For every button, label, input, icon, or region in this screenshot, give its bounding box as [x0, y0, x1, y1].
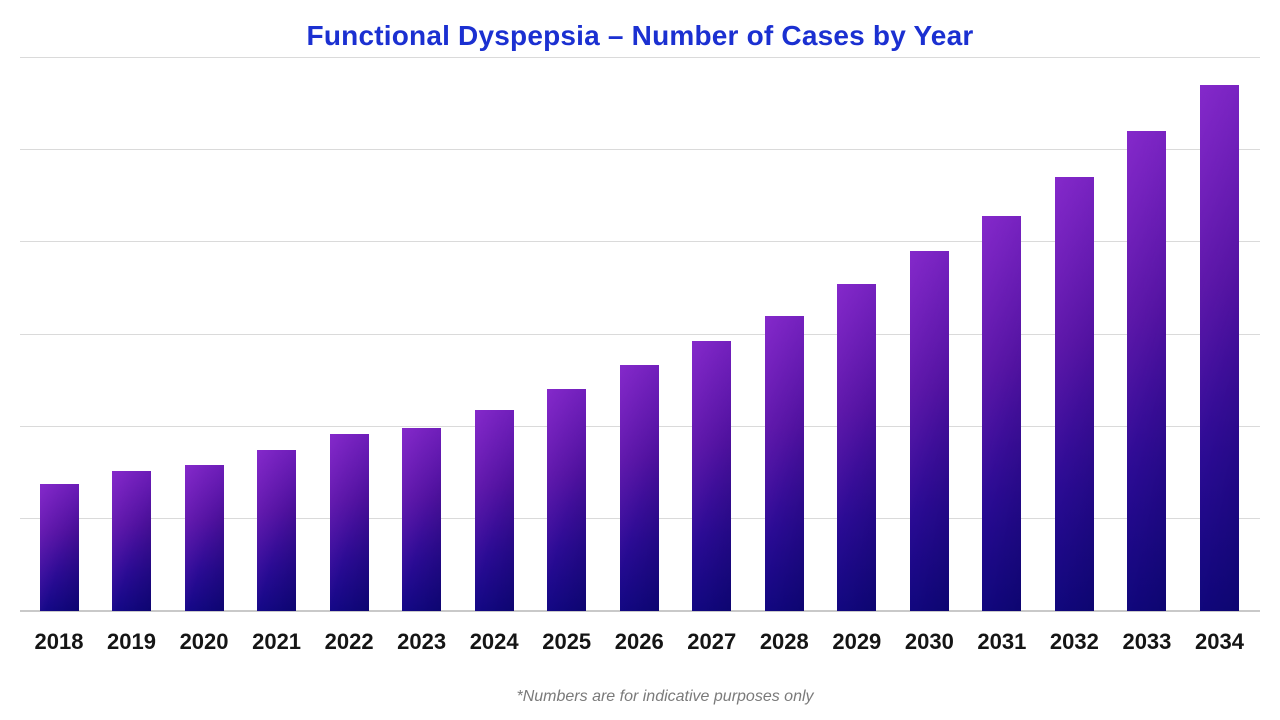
bar-2021 [257, 450, 297, 611]
x-tick-label: 2021 [252, 629, 302, 654]
plot-area [20, 56, 1260, 612]
bar-2022 [329, 433, 369, 611]
bar-2020 [184, 465, 224, 611]
x-tick-label: 2022 [324, 629, 374, 654]
x-tick-label: 2031 [977, 629, 1027, 654]
bar-2034 [1199, 84, 1239, 611]
bar-2028 [764, 315, 804, 611]
bar-2026 [619, 365, 659, 611]
gridline [20, 241, 1260, 243]
bar-2023 [402, 428, 442, 611]
chart-title: Functional Dyspepsia – Number of Cases b… [306, 20, 974, 51]
bar-2027 [692, 341, 732, 611]
gridline [20, 333, 1260, 335]
x-tick-label: 2027 [687, 629, 737, 654]
x-tick-label: 2024 [469, 629, 519, 654]
x-tick-label: 2028 [759, 629, 809, 654]
bar-2025 [547, 389, 587, 611]
bar-2033 [1127, 130, 1167, 611]
bar-2019 [112, 470, 152, 611]
bar-2032 [1054, 177, 1094, 611]
x-tick-label: 2033 [1122, 629, 1172, 654]
gridline [20, 148, 1260, 150]
x-tick-label: 2018 [34, 629, 84, 654]
gridline [20, 56, 1260, 58]
x-tick-label: 2025 [542, 629, 592, 654]
bar-2024 [474, 409, 514, 611]
bar-2031 [982, 215, 1022, 611]
x-axis-baseline [20, 610, 1260, 612]
x-axis: 2018 2019 2020 2021 2022 2023 2024 2025 2026 2027… [20, 629, 1260, 659]
x-tick-label: 2030 [904, 629, 954, 654]
x-tick-label: 2032 [1049, 629, 1099, 654]
x-tick-label: 2020 [179, 629, 229, 654]
x-tick-label: 2026 [614, 629, 664, 654]
footnote: *Numbers are for indicative purposes onl… [516, 688, 814, 705]
x-tick-label: 2019 [107, 629, 156, 654]
x-tick-label: 2023 [397, 629, 447, 654]
x-tick-label: 2034 [1194, 629, 1244, 654]
x-tick-label: 2029 [832, 629, 882, 654]
bar-2018 [39, 483, 79, 611]
bar-2029 [837, 284, 877, 611]
bar-2030 [909, 250, 949, 611]
